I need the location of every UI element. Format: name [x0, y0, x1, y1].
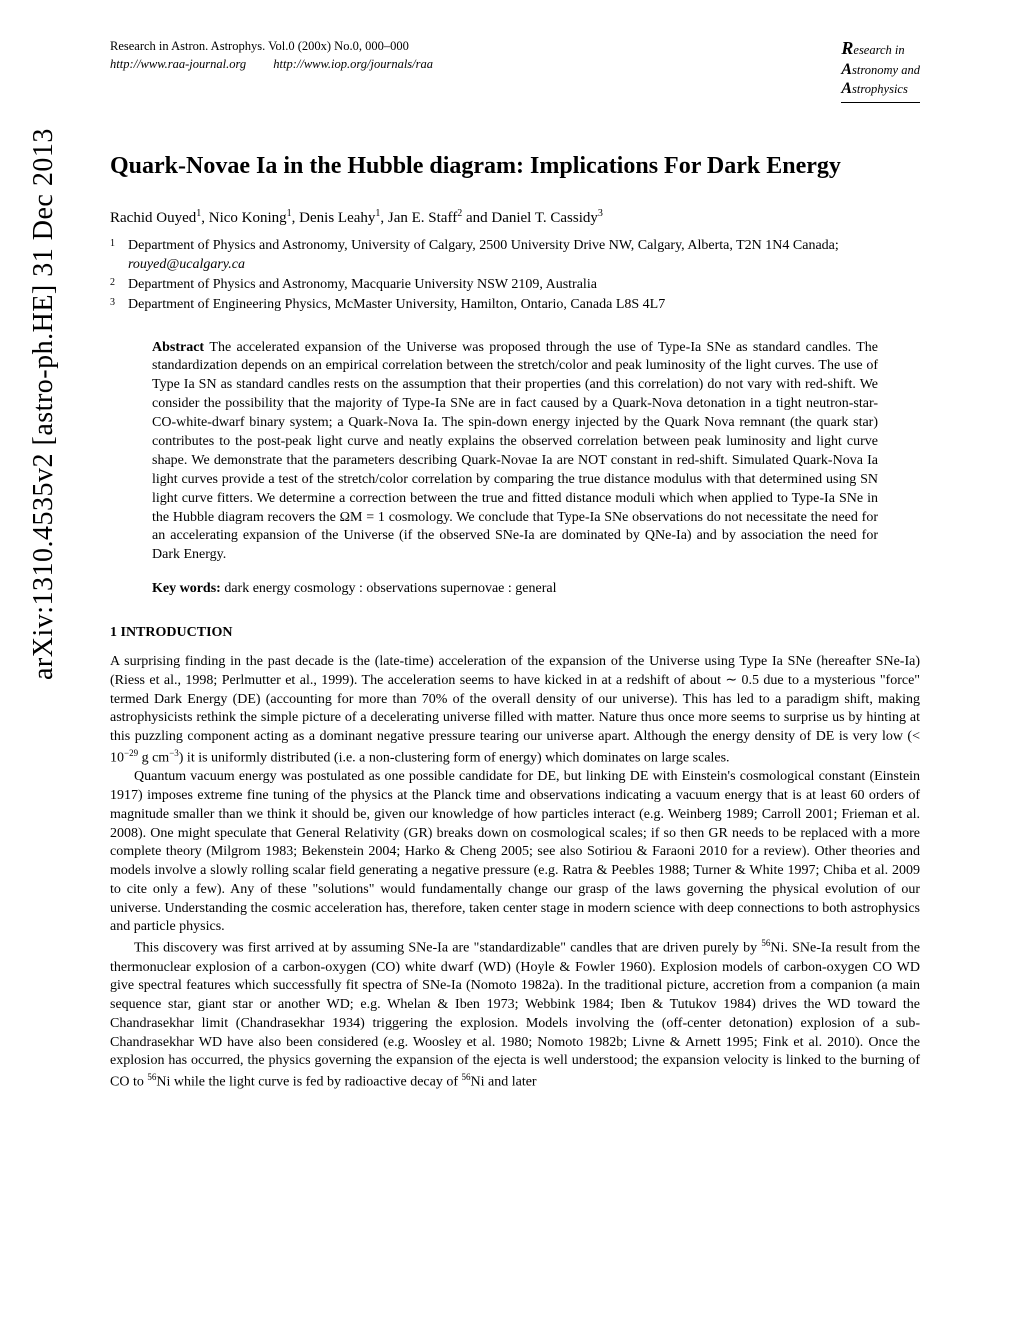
section-1-heading: 1 INTRODUCTION: [110, 625, 920, 641]
page-header: Research in Astron. Astrophys. Vol.0 (20…: [110, 38, 920, 103]
affil-sup-3: 1: [375, 208, 380, 219]
paragraph-1: A surprising finding in the past decade …: [110, 653, 920, 768]
affil-text-2: Department of Physics and Astronomy, Mac…: [128, 276, 920, 295]
abstract-label: Abstract: [152, 340, 209, 355]
affiliations: 1 Department of Physics and Astronomy, U…: [110, 237, 920, 315]
brand-astronomy: stronomy and: [852, 63, 920, 77]
p1-exp2: −3: [169, 748, 179, 758]
author-4: Jan E. Staff: [388, 210, 457, 226]
paper-title: Quark-Novae Ia in the Hubble diagram: Im…: [110, 153, 920, 180]
affil-num-2: 2: [110, 276, 120, 295]
affil-1-main: Department of Physics and Astronomy, Uni…: [128, 238, 839, 253]
brand-astrophysics: strophysics: [852, 82, 908, 96]
paragraph-2: Quantum vacuum energy was postulated as …: [110, 768, 920, 937]
author-2: Nico Koning: [209, 210, 287, 226]
affil-num-1: 1: [110, 237, 120, 275]
affil-sup-5: 3: [598, 208, 603, 219]
brand-a2: A: [841, 80, 852, 97]
p3-text-d: Ni and later: [471, 1075, 537, 1090]
header-left: Research in Astron. Astrophys. Vol.0 (20…: [110, 38, 433, 73]
affil-text-1: Department of Physics and Astronomy, Uni…: [128, 237, 920, 275]
brand-research: esearch in: [853, 43, 904, 57]
p1-exp1: −29: [124, 748, 138, 758]
brand-a1: A: [841, 61, 852, 78]
journal-urls: http://www.raa-journal.org http://www.io…: [110, 56, 433, 74]
author-5: Daniel T. Cassidy: [491, 210, 598, 226]
p1-text-c: ) it is uniformly distributed (i.e. a no…: [179, 751, 730, 766]
p1-text-a: A surprising finding in the past decade …: [110, 654, 920, 765]
abstract-text: The accelerated expansion of the Univers…: [152, 340, 878, 563]
affil-sup-2: 1: [287, 208, 292, 219]
p3-text-b: Ni. SNe-Ia result from the thermonuclear…: [110, 941, 920, 1090]
keywords-label: Key words:: [152, 581, 224, 596]
keywords: Key words: dark energy cosmology : obser…: [152, 581, 878, 597]
p3-text-a: This discovery was first arrived at by a…: [134, 941, 761, 956]
author-3: Denis Leahy: [299, 210, 375, 226]
journal-info: Research in Astron. Astrophys. Vol.0 (20…: [110, 38, 433, 56]
affil-sup-1: 1: [196, 208, 201, 219]
brand-r: R: [841, 38, 853, 58]
url-iop: http://www.iop.org/journals/raa: [273, 57, 433, 71]
journal-brand: Research in Astronomy and Astrophysics: [841, 38, 920, 103]
affil-1-email: rouyed@ucalgary.ca: [128, 257, 245, 272]
author-1: Rachid Ouyed: [110, 210, 196, 226]
section-1-body: A surprising finding in the past decade …: [110, 653, 920, 1092]
p1-text-b: g cm: [138, 751, 169, 766]
abstract: Abstract The accelerated expansion of th…: [152, 339, 878, 566]
author-and: and: [462, 210, 491, 226]
keywords-text: dark energy cosmology : observations sup…: [224, 581, 556, 596]
author-list: Rachid Ouyed1, Nico Koning1, Denis Leahy…: [110, 208, 920, 227]
paragraph-3: This discovery was first arrived at by a…: [110, 937, 920, 1092]
p3-sup3: 56: [462, 1072, 471, 1082]
affil-text-3: Department of Engineering Physics, McMas…: [128, 296, 920, 315]
url-raa: http://www.raa-journal.org: [110, 57, 246, 71]
p3-sup2: 56: [147, 1072, 156, 1082]
affil-num-3: 3: [110, 296, 120, 315]
p3-text-c: Ni while the light curve is fed by radio…: [156, 1075, 461, 1090]
page-content: Research in Astron. Astrophys. Vol.0 (20…: [0, 0, 1020, 1132]
